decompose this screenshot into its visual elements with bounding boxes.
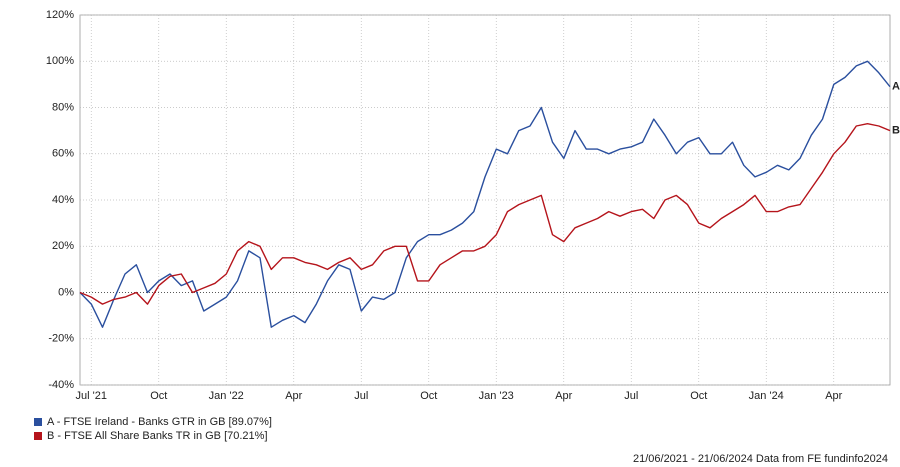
legend-label: A - FTSE Ireland - Banks GTR in GB [89.0… [47, 416, 272, 428]
x-tick-label: Oct [150, 390, 167, 402]
y-tick-label: -40% [48, 379, 74, 391]
y-tick-label: 120% [46, 9, 74, 21]
x-tick-label: Apr [555, 390, 572, 402]
y-tick-label: 20% [52, 240, 74, 252]
series-line [79, 60, 891, 328]
x-tick-label: Jan '23 [479, 390, 514, 402]
x-tick-label: Apr [825, 390, 842, 402]
x-tick-label: Jul [624, 390, 638, 402]
footer: 21/06/2021 - 21/06/2024 Data from FE fun… [633, 453, 888, 465]
x-tick-label: Jan '22 [209, 390, 244, 402]
y-tick-label: 0% [58, 286, 74, 298]
y-tick-label: 60% [52, 148, 74, 160]
legend-swatch [34, 432, 42, 440]
y-tick-label: 40% [52, 194, 74, 206]
y-tick-label: 100% [46, 55, 74, 67]
x-tick-label: Jul [354, 390, 368, 402]
x-tick-label: Oct [420, 390, 437, 402]
legend-label: B - FTSE All Share Banks TR in GB [70.21… [47, 430, 268, 442]
series-line [79, 123, 891, 305]
series-end-label: B [892, 125, 900, 137]
series-end-label: A [892, 81, 900, 93]
x-tick-label: Oct [690, 390, 707, 402]
legend-swatch [34, 418, 42, 426]
y-tick-label: 80% [52, 101, 74, 113]
x-tick-label: Jan '24 [749, 390, 784, 402]
y-tick-label: -20% [48, 333, 74, 345]
x-tick-label: Apr [285, 390, 302, 402]
x-tick-label: Jul '21 [76, 390, 107, 402]
